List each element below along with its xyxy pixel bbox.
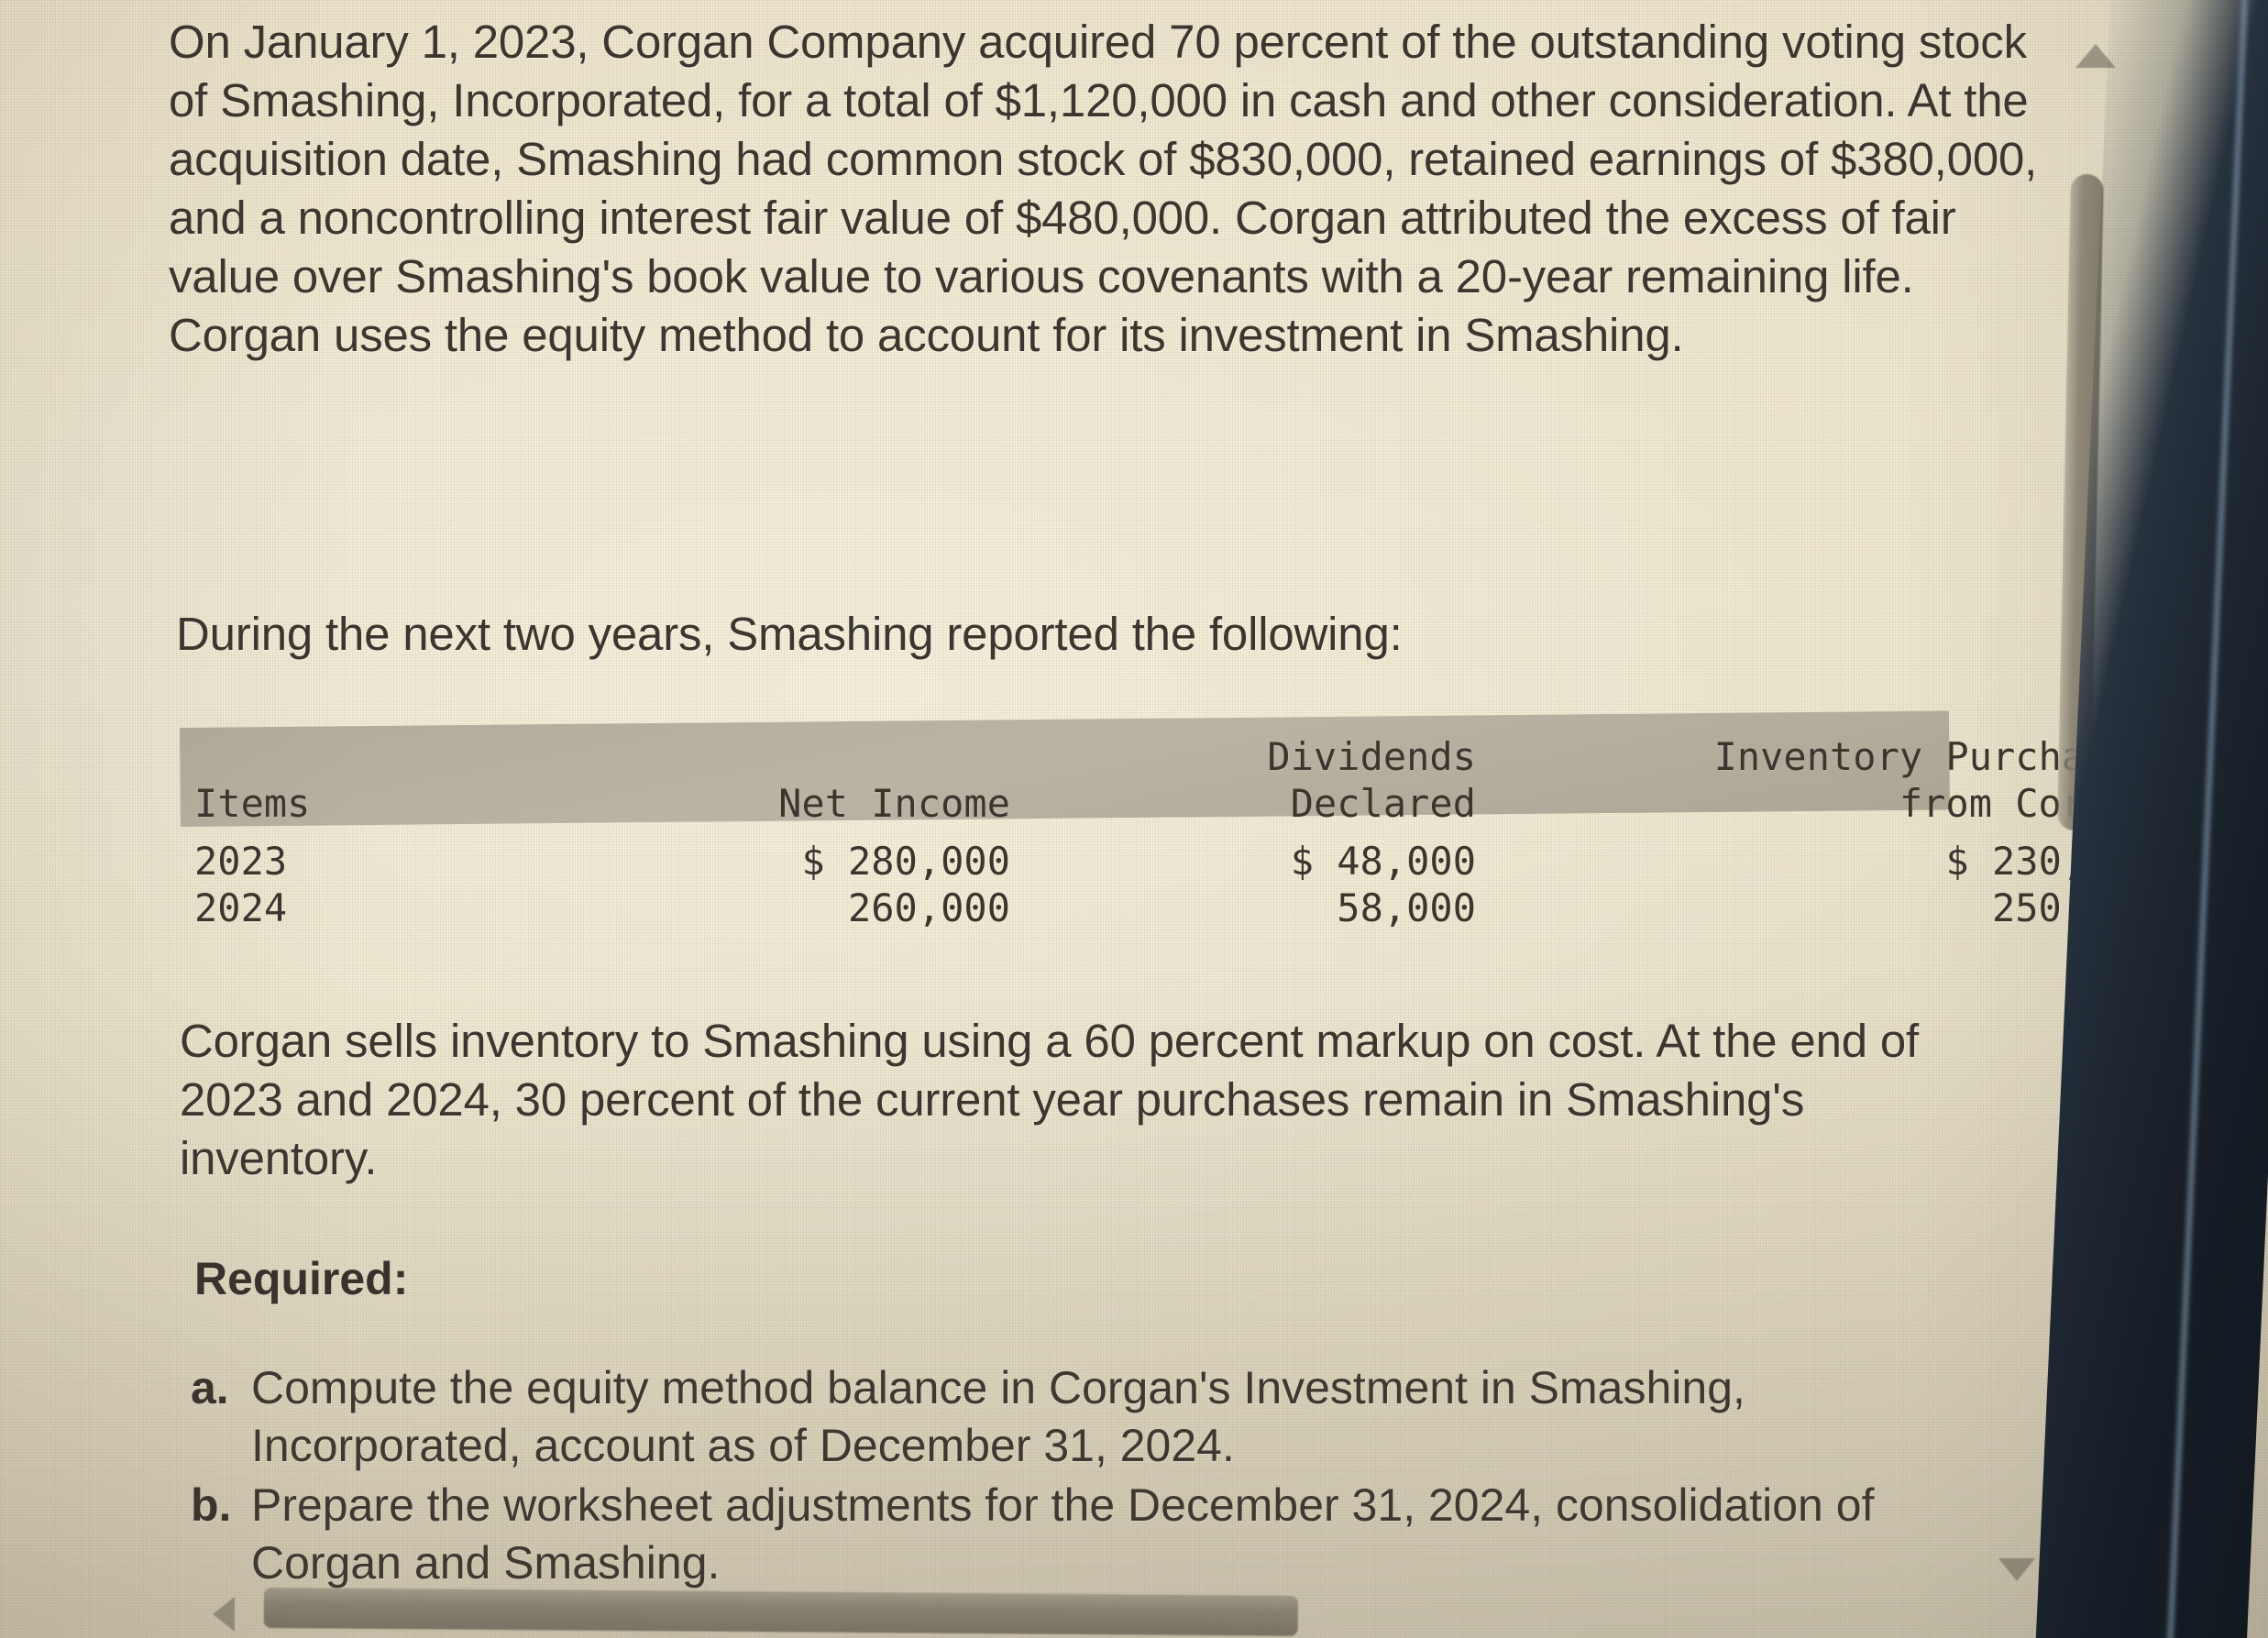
table-row: 2023 $ 280,000 $ 48,000 $ 230,000 <box>180 827 2182 885</box>
cell-inventory-purchases: 250,000 <box>1991 885 2154 931</box>
header-line-2: Declared <box>1290 780 1476 826</box>
column-header-inventory-purchases: Inventory Purchases from Corgan <box>1632 728 2182 827</box>
cell-inventory-purchases: $ 230,000 <box>1945 839 2154 884</box>
horizontal-scrollbar-thumb[interactable] <box>263 1588 1298 1636</box>
required-text-b: Prepare the worksheet adjustments for th… <box>251 1479 1875 1589</box>
results-table: Items Net Income Dividends Declared Inve… <box>180 728 2182 931</box>
markup-paragraph: Corgan sells inventory to Smashing using… <box>180 1015 1919 1184</box>
scroll-down-arrow-icon[interactable] <box>1998 1558 2035 1581</box>
cell-year: 2023 <box>194 839 288 884</box>
scroll-left-arrow-icon[interactable] <box>213 1597 235 1632</box>
table-header-row: Items Net Income Dividends Declared Inve… <box>180 728 2182 827</box>
during-paragraph: During the next two years, Smashing repo… <box>176 608 1403 660</box>
table-body: 2023 $ 280,000 $ 48,000 $ 230,000 2024 2… <box>180 827 2182 931</box>
column-header-net-income: Net Income <box>589 728 1045 827</box>
required-item-a: a. Compute the equity method balance in … <box>191 1359 2024 1475</box>
column-header-dividends-declared: Dividends Declared <box>1045 728 1632 827</box>
table-head: Items Net Income Dividends Declared Inve… <box>180 728 2182 827</box>
scroll-up-arrow-icon[interactable] <box>2075 44 2116 68</box>
header-line-2: Items <box>194 780 311 826</box>
cell-dividends-declared: $ 48,000 <box>1290 839 1476 884</box>
cell-dividends-declared: 58,000 <box>1337 885 1476 931</box>
required-text-a: Compute the equity method balance in Cor… <box>251 1362 1745 1471</box>
table-row: 2024 260,000 58,000 250,000 <box>180 885 2182 931</box>
required-heading: Required: <box>194 1253 409 1304</box>
required-marker-a: a. <box>191 1362 229 1413</box>
header-line-2: Net Income <box>778 780 1010 826</box>
intro-paragraph: On January 1, 2023, Corgan Company acqui… <box>169 16 2038 361</box>
cell-net-income: $ 280,000 <box>801 839 1010 884</box>
required-list: a. Compute the equity method balance in … <box>191 1359 2024 1594</box>
column-header-items: Items <box>180 728 589 827</box>
smashing-results-table: Items Net Income Dividends Declared Inve… <box>180 710 2154 931</box>
required-marker-b: b. <box>191 1479 232 1531</box>
cell-net-income: 260,000 <box>847 885 1010 931</box>
cell-year: 2024 <box>194 885 288 931</box>
header-line-1: Dividends <box>1267 734 1476 780</box>
required-item-b: b. Prepare the worksheet adjustments for… <box>191 1477 2024 1592</box>
